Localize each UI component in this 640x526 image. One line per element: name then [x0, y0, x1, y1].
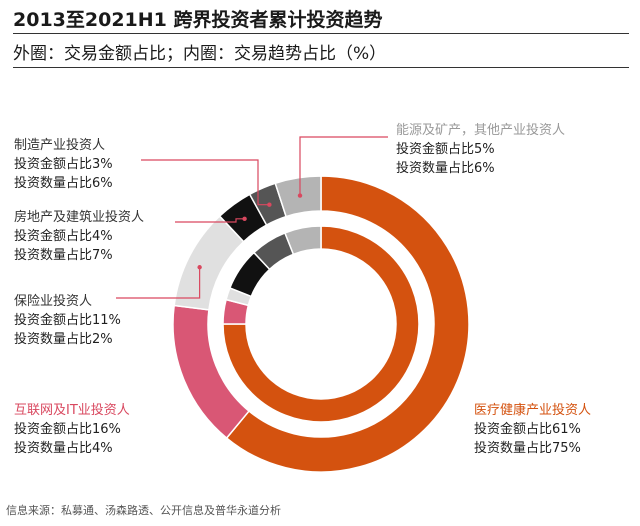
inner-ring: [222, 225, 420, 423]
label-healthcare-count: 投资数量占比75%: [474, 441, 581, 456]
inner-slice-energy: [283, 225, 322, 256]
label-internet-name: 互联网及IT业投资人: [14, 403, 130, 418]
label-healthcare: 医疗健康产业投资人 投资金额占比61% 投资数量占比75%: [474, 401, 591, 458]
leader-energy-dot: [297, 193, 303, 198]
leader-lines: [116, 136, 388, 299]
label-internet-count: 投资数量占比4%: [14, 441, 113, 456]
label-insurance-count: 投资数量占比2%: [14, 332, 113, 347]
label-insurance: 保险业投资人 投资金额占比11% 投资数量占比2%: [14, 292, 121, 349]
leader-realestate-dot: [242, 216, 247, 222]
label-manufacturing: 制造产业投资人 投资金额占比3% 投资数量占比6%: [14, 136, 113, 193]
label-energy: 能源及矿产，其他产业投资人 投资金额占比5% 投资数量占比6%: [396, 121, 565, 178]
label-energy-count: 投资数量占比6%: [396, 161, 495, 176]
label-manufacturing-amount: 投资金额占比3%: [14, 157, 113, 172]
source-note: 信息来源：私募通、汤森路透、公开信息及普华永道分析: [6, 504, 281, 517]
label-energy-name: 能源及矿产，其他产业投资人: [396, 123, 566, 138]
label-insurance-amount: 投资金额占比11%: [14, 313, 121, 328]
label-healthcare-amount: 投资金额占比61%: [474, 422, 581, 437]
title-divider: [13, 33, 629, 34]
label-realestate-amount: 投资金额占比4%: [14, 229, 113, 244]
chart-subtitle: 外圈：交易金额占比；内圈：交易趋势占比（%）: [13, 44, 387, 64]
leader-realestate: [175, 218, 245, 223]
chart-title: 2013至2021H1 跨界投资者累计投资趋势: [13, 9, 383, 31]
label-healthcare-name: 医疗健康产业投资人: [474, 403, 592, 418]
outer-ring: [172, 175, 470, 473]
leader-insurance-dot: [197, 265, 202, 270]
label-realestate: 房地产及建筑业投资人 投资金额占比4% 投资数量占比7%: [14, 208, 144, 265]
leader-energy: [299, 136, 388, 196]
label-insurance-name: 保险业投资人: [14, 294, 93, 309]
label-manufacturing-count: 投资数量占比6%: [14, 176, 113, 191]
leader-manufacturing: [141, 159, 270, 206]
label-manufacturing-name: 制造产业投资人: [14, 138, 106, 153]
label-energy-amount: 投资金额占比5%: [396, 142, 495, 157]
leader-insurance: [116, 267, 201, 299]
leader-manufacturing-dot: [267, 202, 272, 207]
label-internet: 互联网及IT业投资人 投资金额占比16% 投资数量占比4%: [14, 401, 130, 458]
inner-slice-healthcare: [222, 225, 420, 423]
label-realestate-name: 房地产及建筑业投资人: [14, 210, 145, 225]
label-realestate-count: 投资数量占比7%: [14, 248, 113, 263]
label-internet-amount: 投资金额占比16%: [14, 422, 121, 437]
subtitle-divider: [13, 67, 629, 68]
outer-slice-healthcare: [225, 175, 470, 473]
